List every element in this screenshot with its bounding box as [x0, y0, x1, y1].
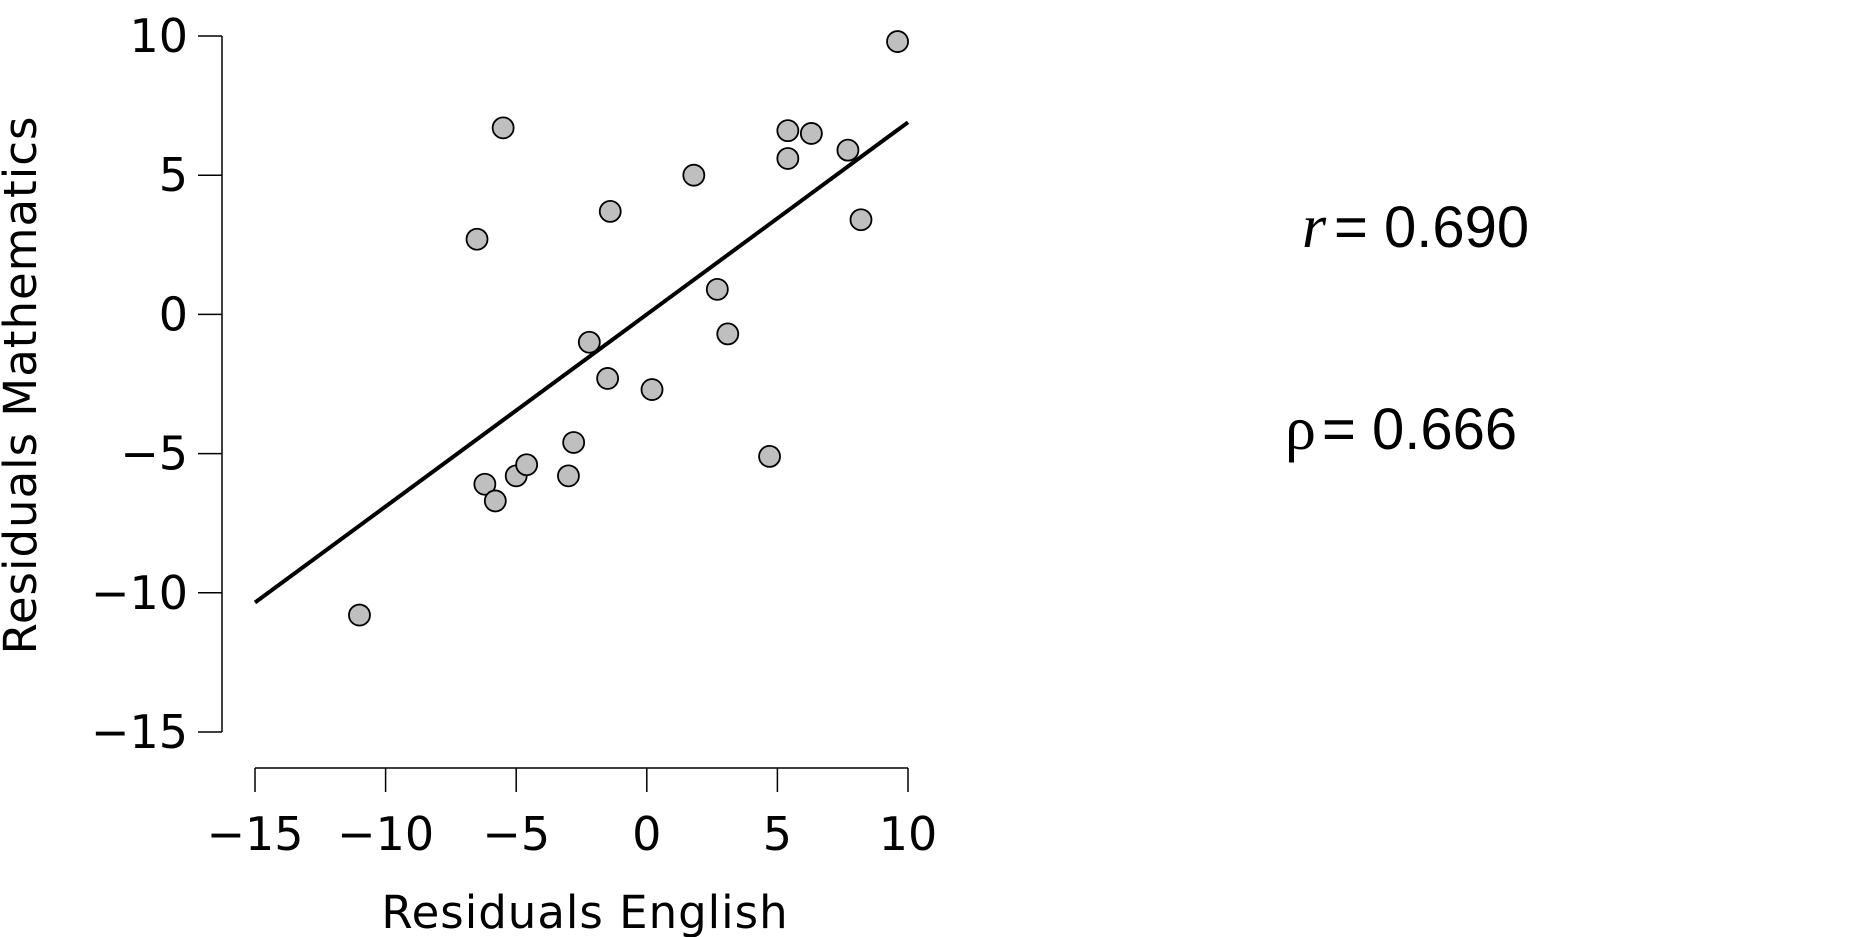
data-point: [596, 367, 620, 390]
x-tick-label: 10: [879, 807, 938, 861]
y-tick-label: −10: [91, 566, 188, 620]
fit-line: [253, 120, 910, 605]
y-tick-label: −15: [91, 705, 188, 759]
data-point: [473, 472, 497, 496]
pearson-value: = 0.690: [1334, 195, 1529, 260]
y-tick-label: 0: [159, 287, 188, 341]
y-axis-title: Residuals Mathematics: [0, 116, 47, 655]
x-tick-label: −15: [206, 807, 303, 861]
y-tick-label: −5: [120, 427, 188, 481]
data-point: [799, 122, 823, 145]
x-tick-label: 5: [763, 807, 792, 861]
x-tick-label: 0: [632, 807, 661, 861]
spearman-symbol: ρ: [1285, 395, 1316, 463]
data-point: [836, 138, 860, 162]
data-point: [849, 208, 873, 232]
data-point: [776, 147, 800, 170]
pearson-correlation: r = 0.690: [1302, 193, 1529, 261]
x-axis: −15 −10 −5 0 5 10: [206, 767, 938, 861]
data-points: [348, 30, 909, 627]
data-point: [716, 322, 740, 346]
spearman-correlation: ρ = 0.666: [1285, 395, 1517, 463]
x-tick-label: −5: [482, 807, 550, 861]
x-tick-label: −10: [337, 807, 434, 861]
data-point: [557, 464, 580, 488]
regression-line: [253, 120, 910, 605]
y-tick-label: 5: [159, 148, 188, 202]
data-point: [515, 453, 539, 477]
pearson-symbol: r: [1302, 193, 1327, 261]
y-tick-label: 10: [129, 9, 188, 63]
x-axis-title: Residuals English: [381, 886, 788, 937]
data-point: [640, 378, 664, 401]
data-point: [562, 431, 586, 454]
data-point: [705, 277, 729, 301]
data-point: [577, 330, 601, 354]
data-point: [465, 227, 489, 251]
data-point: [886, 30, 909, 53]
spearman-value: = 0.666: [1322, 397, 1517, 462]
data-point: [598, 199, 622, 223]
data-point: [776, 119, 800, 143]
data-point: [348, 603, 371, 627]
data-point: [483, 489, 507, 513]
data-point: [682, 163, 706, 187]
y-axis: −15 −10 −5 0 5 10: [91, 9, 223, 759]
data-point: [491, 116, 515, 140]
data-point: [758, 444, 781, 468]
